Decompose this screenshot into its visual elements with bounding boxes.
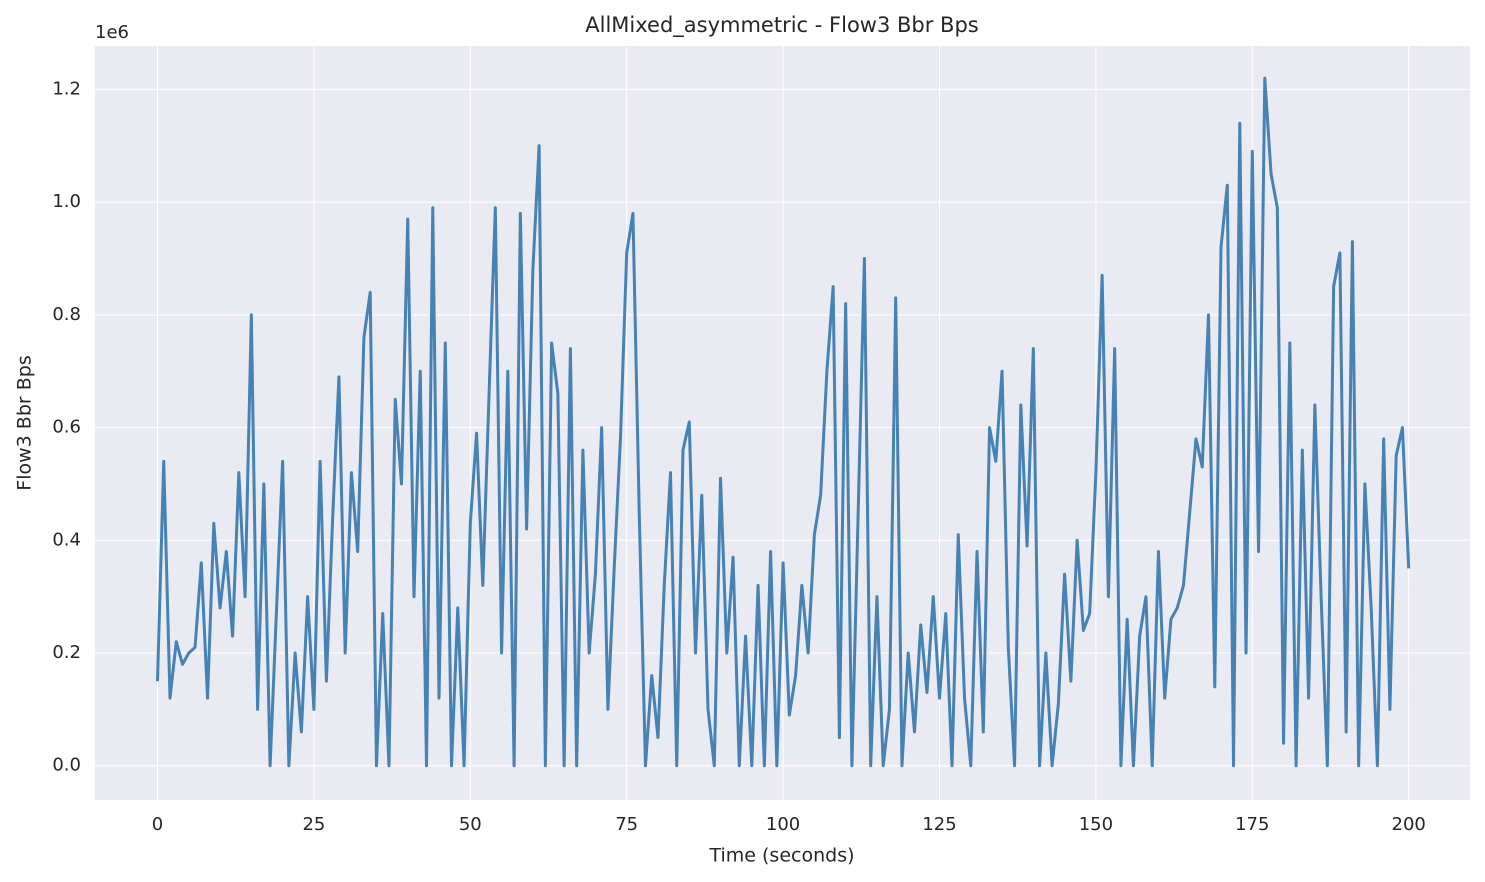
x-tick-label: 200 xyxy=(1392,814,1426,835)
y-tick-label: 1.0 xyxy=(52,191,81,212)
y-axis-label: Flow3 Bbr Bps xyxy=(14,355,36,490)
data-line xyxy=(156,76,1411,768)
x-tick-label: 100 xyxy=(766,814,800,835)
y-offset-label: 1e6 xyxy=(95,22,129,43)
y-tick-label: 0.2 xyxy=(52,642,81,663)
x-tick-label: 25 xyxy=(302,814,325,835)
y-tick-label: 0.0 xyxy=(52,755,81,776)
x-tick-label: 75 xyxy=(615,814,638,835)
y-tick-label: 0.4 xyxy=(52,529,81,550)
x-tick-label: 175 xyxy=(1235,814,1269,835)
x-tick-label: 50 xyxy=(459,814,482,835)
y-tick-label: 1.2 xyxy=(52,78,81,99)
y-tick-label: 0.6 xyxy=(52,417,81,438)
x-tick-label: 0 xyxy=(152,814,163,835)
chart-title: AllMixed_asymmetric - Flow3 Bbr Bps xyxy=(585,13,978,38)
y-tick-label: 0.8 xyxy=(52,304,81,325)
x-tick-label: 150 xyxy=(1079,814,1113,835)
x-axis-label: Time (seconds) xyxy=(708,845,854,867)
x-tick-label: 125 xyxy=(922,814,956,835)
